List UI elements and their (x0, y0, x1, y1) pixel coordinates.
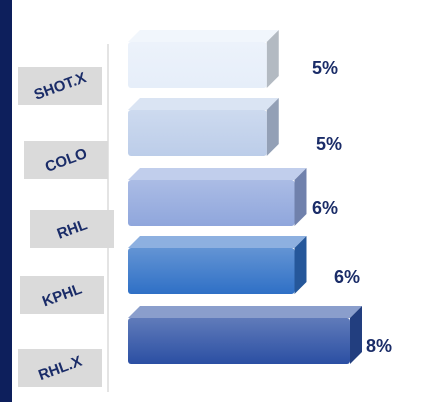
bar-rhl (128, 168, 307, 226)
category-label-kphl: KPHL (20, 276, 104, 314)
bar-front-face (128, 42, 267, 88)
bar-front-face (128, 110, 267, 156)
value-label-colo: 5% (316, 134, 342, 154)
value-label-shot-x: 5% (312, 58, 338, 78)
category-label-box (24, 141, 108, 179)
bar-kphl (128, 236, 307, 294)
bar-side-face (350, 306, 362, 364)
bar-rhl-x (128, 306, 362, 364)
category-label-box (20, 276, 104, 314)
value-label-rhl-x: 8% (366, 336, 392, 356)
bar-side-face (294, 236, 307, 294)
bar-top-face (128, 168, 307, 180)
bar-side-face (266, 98, 279, 156)
category-label-colo: COLO (24, 141, 108, 179)
bar-front-face (128, 318, 350, 364)
bar-side-face (294, 168, 307, 226)
bar-top-face (128, 236, 307, 248)
side-accent-bar (0, 0, 12, 402)
bar-side-face (266, 30, 279, 88)
labels-group: SHOT.X 5% COLO 5% RHL 6% KPHL 6% RHL.X 8% (18, 58, 392, 387)
category-label-box (18, 349, 102, 387)
bar-top-face (128, 306, 362, 318)
bar-shot-x (128, 30, 279, 88)
bar-front-face (128, 248, 295, 294)
category-label-rhl: RHL (30, 210, 114, 248)
category-label-shot-x: SHOT.X (18, 67, 102, 105)
bars-group (128, 30, 362, 364)
bar-top-face (128, 30, 279, 42)
value-label-kphl: 6% (334, 267, 360, 287)
bar-colo (128, 98, 279, 156)
category-label-box (30, 210, 114, 248)
bar-top-face (128, 98, 279, 110)
category-label-box (18, 67, 102, 105)
category-label-rhl-x: RHL.X (18, 349, 102, 387)
bar-front-face (128, 180, 295, 226)
value-label-rhl: 6% (312, 198, 338, 218)
